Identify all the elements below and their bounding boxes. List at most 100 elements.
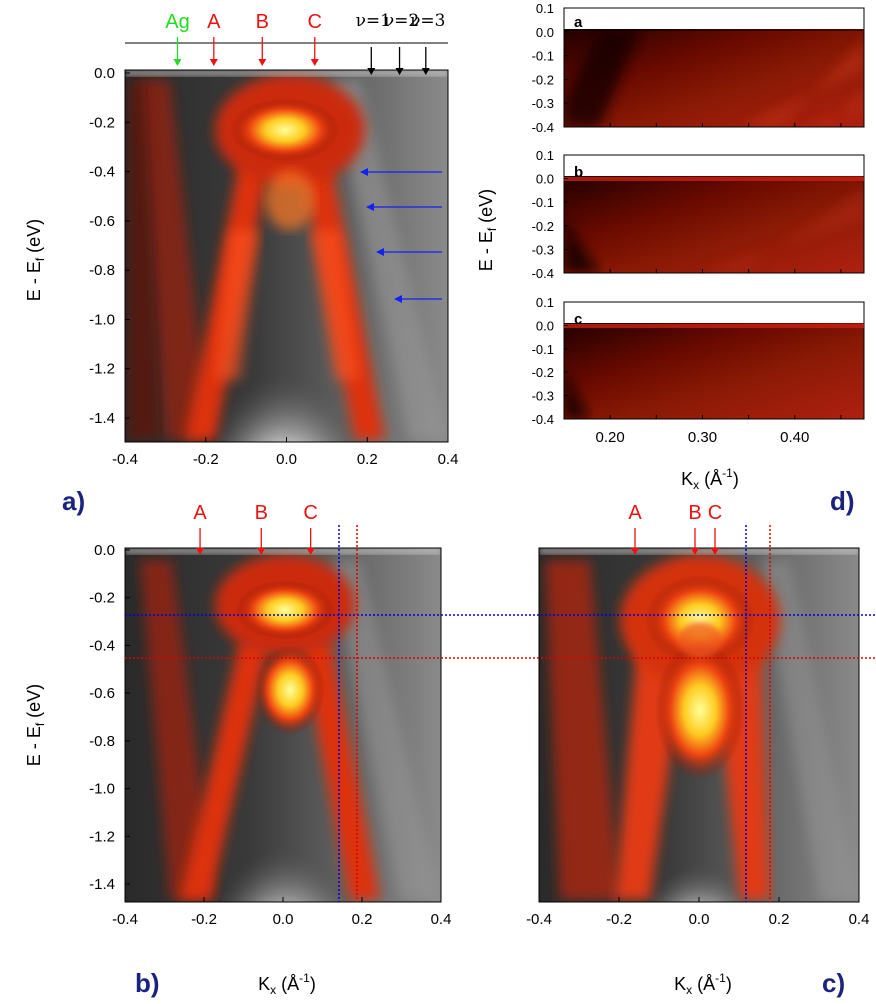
panel-b-ytick-label: -0.8 — [89, 733, 115, 750]
panel-c-marker-b: B — [688, 502, 701, 524]
nu-label-1: ν=1 — [356, 11, 391, 31]
panel-d-ytick-label: -0.4 — [532, 412, 554, 427]
x-axis-label-c: Kx (Å-1) — [674, 971, 732, 997]
panel-c-xtick-label: 0.0 — [689, 911, 710, 928]
panel-b-xtick-label: 0.0 — [273, 911, 294, 928]
panel-d-frame-b — [563, 154, 865, 274]
panel-d-ytick-label: 0.1 — [536, 148, 554, 163]
panel-a-xtick-label: 0.2 — [357, 451, 378, 468]
panel-a-ytick-label: -0.2 — [89, 114, 115, 131]
nu-arrow-1-head — [367, 68, 376, 75]
panel-d-ytick-label: -0.1 — [532, 49, 554, 64]
panel-c-marker-c: C — [708, 502, 722, 524]
marker-label-b: B — [256, 11, 269, 33]
x-axis-label-d: Kx (Å-1) — [681, 466, 739, 492]
nu-label-3: ν=3 — [410, 11, 445, 31]
panel-label-b: b) — [135, 968, 160, 998]
panel-d-ytick-label: -0.3 — [532, 96, 554, 111]
panel-d-ytick-label: 0.0 — [536, 25, 554, 40]
panel-d-strip-c — [564, 323, 864, 419]
panel-a-ytick-label: -0.4 — [89, 164, 115, 181]
panel-c-marker-a: A — [628, 502, 642, 524]
panel-a-ytick-label: -0.6 — [89, 213, 115, 230]
panel-d-ytick-label: -0.2 — [532, 365, 554, 380]
panel-d-ytick-label: 0.0 — [536, 318, 554, 333]
panel-b-xtick-label: 0.2 — [352, 911, 373, 928]
panel-d-xtick-label: 0.40 — [780, 429, 809, 446]
panel-b-ytick-label: 0.0 — [94, 542, 115, 559]
panel-a-ytick-label: -1.0 — [89, 311, 115, 328]
ticks-panel-d: 0.1 0.0 -0.1 -0.2 -0.3 -0.4 0.1 0.0 -0.1 -0.2 -0.3… — [532, 1, 842, 446]
panel-a-xtick-label: -0.2 — [193, 451, 219, 468]
y-axis-label-top: E - Ef (eV) — [24, 219, 47, 301]
panel-d-frame-c — [563, 301, 865, 420]
y-axis-label-bottom: E - Ef (eV) — [24, 684, 47, 766]
markers-panel-b: A B C — [193, 502, 318, 555]
subpanel-label-c: c — [574, 311, 582, 328]
panel-d-ytick-label: -0.4 — [532, 266, 554, 281]
panel-c-marker-arrow-c-head — [711, 548, 719, 555]
nu-arrow-3-head — [421, 68, 430, 75]
ticks-panel-c: -0.4 -0.2 0.0 0.2 0.4 — [526, 897, 869, 928]
marker-arrow-a-head — [209, 59, 218, 66]
panel-a-ytick-label: -1.4 — [89, 410, 115, 427]
panel-d-ytick-label: -0.4 — [532, 120, 554, 135]
panel-b-marker-b: B — [255, 502, 268, 524]
panel-d-ytick-label: -0.3 — [532, 242, 554, 257]
panel-c-xtick-label: 0.4 — [849, 911, 870, 928]
panel-a-ytick-label: 0.0 — [94, 65, 115, 82]
panel-b-ytick-label: -0.4 — [89, 637, 115, 654]
panel-d-frame-a — [563, 7, 865, 128]
panel-c-image — [539, 548, 859, 902]
panel-label-c: c) — [822, 968, 845, 998]
panel-b-ytick-label: -1.4 — [89, 876, 115, 893]
panel-label-d: d) — [830, 486, 855, 516]
marker-label-c: C — [308, 11, 322, 33]
panel-d-ytick-label: -0.1 — [532, 342, 554, 357]
panel-b-xtick-label: 0.4 — [431, 911, 452, 928]
panel-d-strip-b — [564, 176, 864, 273]
panel-d-ytick-label: -0.2 — [532, 219, 554, 234]
panel-a-image — [125, 70, 448, 442]
panel-d-ytick-label: 0.0 — [536, 172, 554, 187]
blue-arrows — [360, 168, 442, 303]
panel-d-ytick-label: -0.2 — [532, 72, 554, 87]
panel-d-ytick-label: -0.3 — [532, 389, 554, 404]
panel-a-ytick-label: -1.2 — [89, 361, 115, 378]
panel-b-xtick-label: -0.4 — [112, 911, 138, 928]
marker-arrow-ag-head — [173, 59, 182, 66]
y-axis-label-d: E - Ef (eV) — [476, 189, 499, 271]
panel-d-xtick-label: 0.20 — [596, 429, 625, 446]
panel-c-marker-arrow-b-head — [691, 548, 699, 555]
panel-b-xtick-label: -0.2 — [191, 911, 217, 928]
panel-a-xtick-label: 0.4 — [438, 451, 459, 468]
panel-label-a: a) — [62, 486, 85, 516]
panel-a-xtick-label: 0.0 — [276, 451, 297, 468]
ticks-panel-a: 0.0 -0.2 -0.4 -0.6 -0.8 -1.0 -1.2 -1.4 -0.4 -0.2 0… — [89, 65, 458, 468]
panel-b-ytick-label: -1.0 — [89, 781, 115, 798]
nu-arrow-2-head — [395, 68, 404, 75]
panel-c-xtick-label: 0.2 — [769, 911, 790, 928]
panel-d-strip-a — [564, 29, 864, 127]
panel-b-ytick-label: -1.2 — [89, 828, 115, 845]
marker-label-ag: Ag — [165, 11, 189, 33]
panel-b-image — [125, 548, 441, 902]
marker-label-a: A — [207, 11, 221, 33]
panel-d-ytick-label: 0.1 — [536, 1, 554, 16]
panel-a-xtick-label: -0.4 — [112, 451, 138, 468]
subpanel-label-b: b — [574, 164, 583, 181]
panel-c-xtick-label: -0.2 — [606, 911, 632, 928]
panel-d-xtick-label: 0.30 — [688, 429, 717, 446]
panel-a-ytick-label: -0.8 — [89, 262, 115, 279]
guide-lines — [125, 525, 876, 902]
panel-d-ytick-label: -0.1 — [532, 195, 554, 210]
panel-b-marker-arrow-a-head — [196, 548, 205, 555]
nu-label-2: ν=2 — [384, 11, 419, 31]
panel-b-marker-arrow-c-head — [306, 548, 315, 555]
panel-b-marker-c: C — [303, 502, 317, 524]
panel-c-marker-arrow-a-head — [631, 548, 639, 555]
panel-b-marker-arrow-b-head — [257, 548, 266, 555]
x-axis-label-b: Kx (Å-1) — [258, 971, 316, 997]
